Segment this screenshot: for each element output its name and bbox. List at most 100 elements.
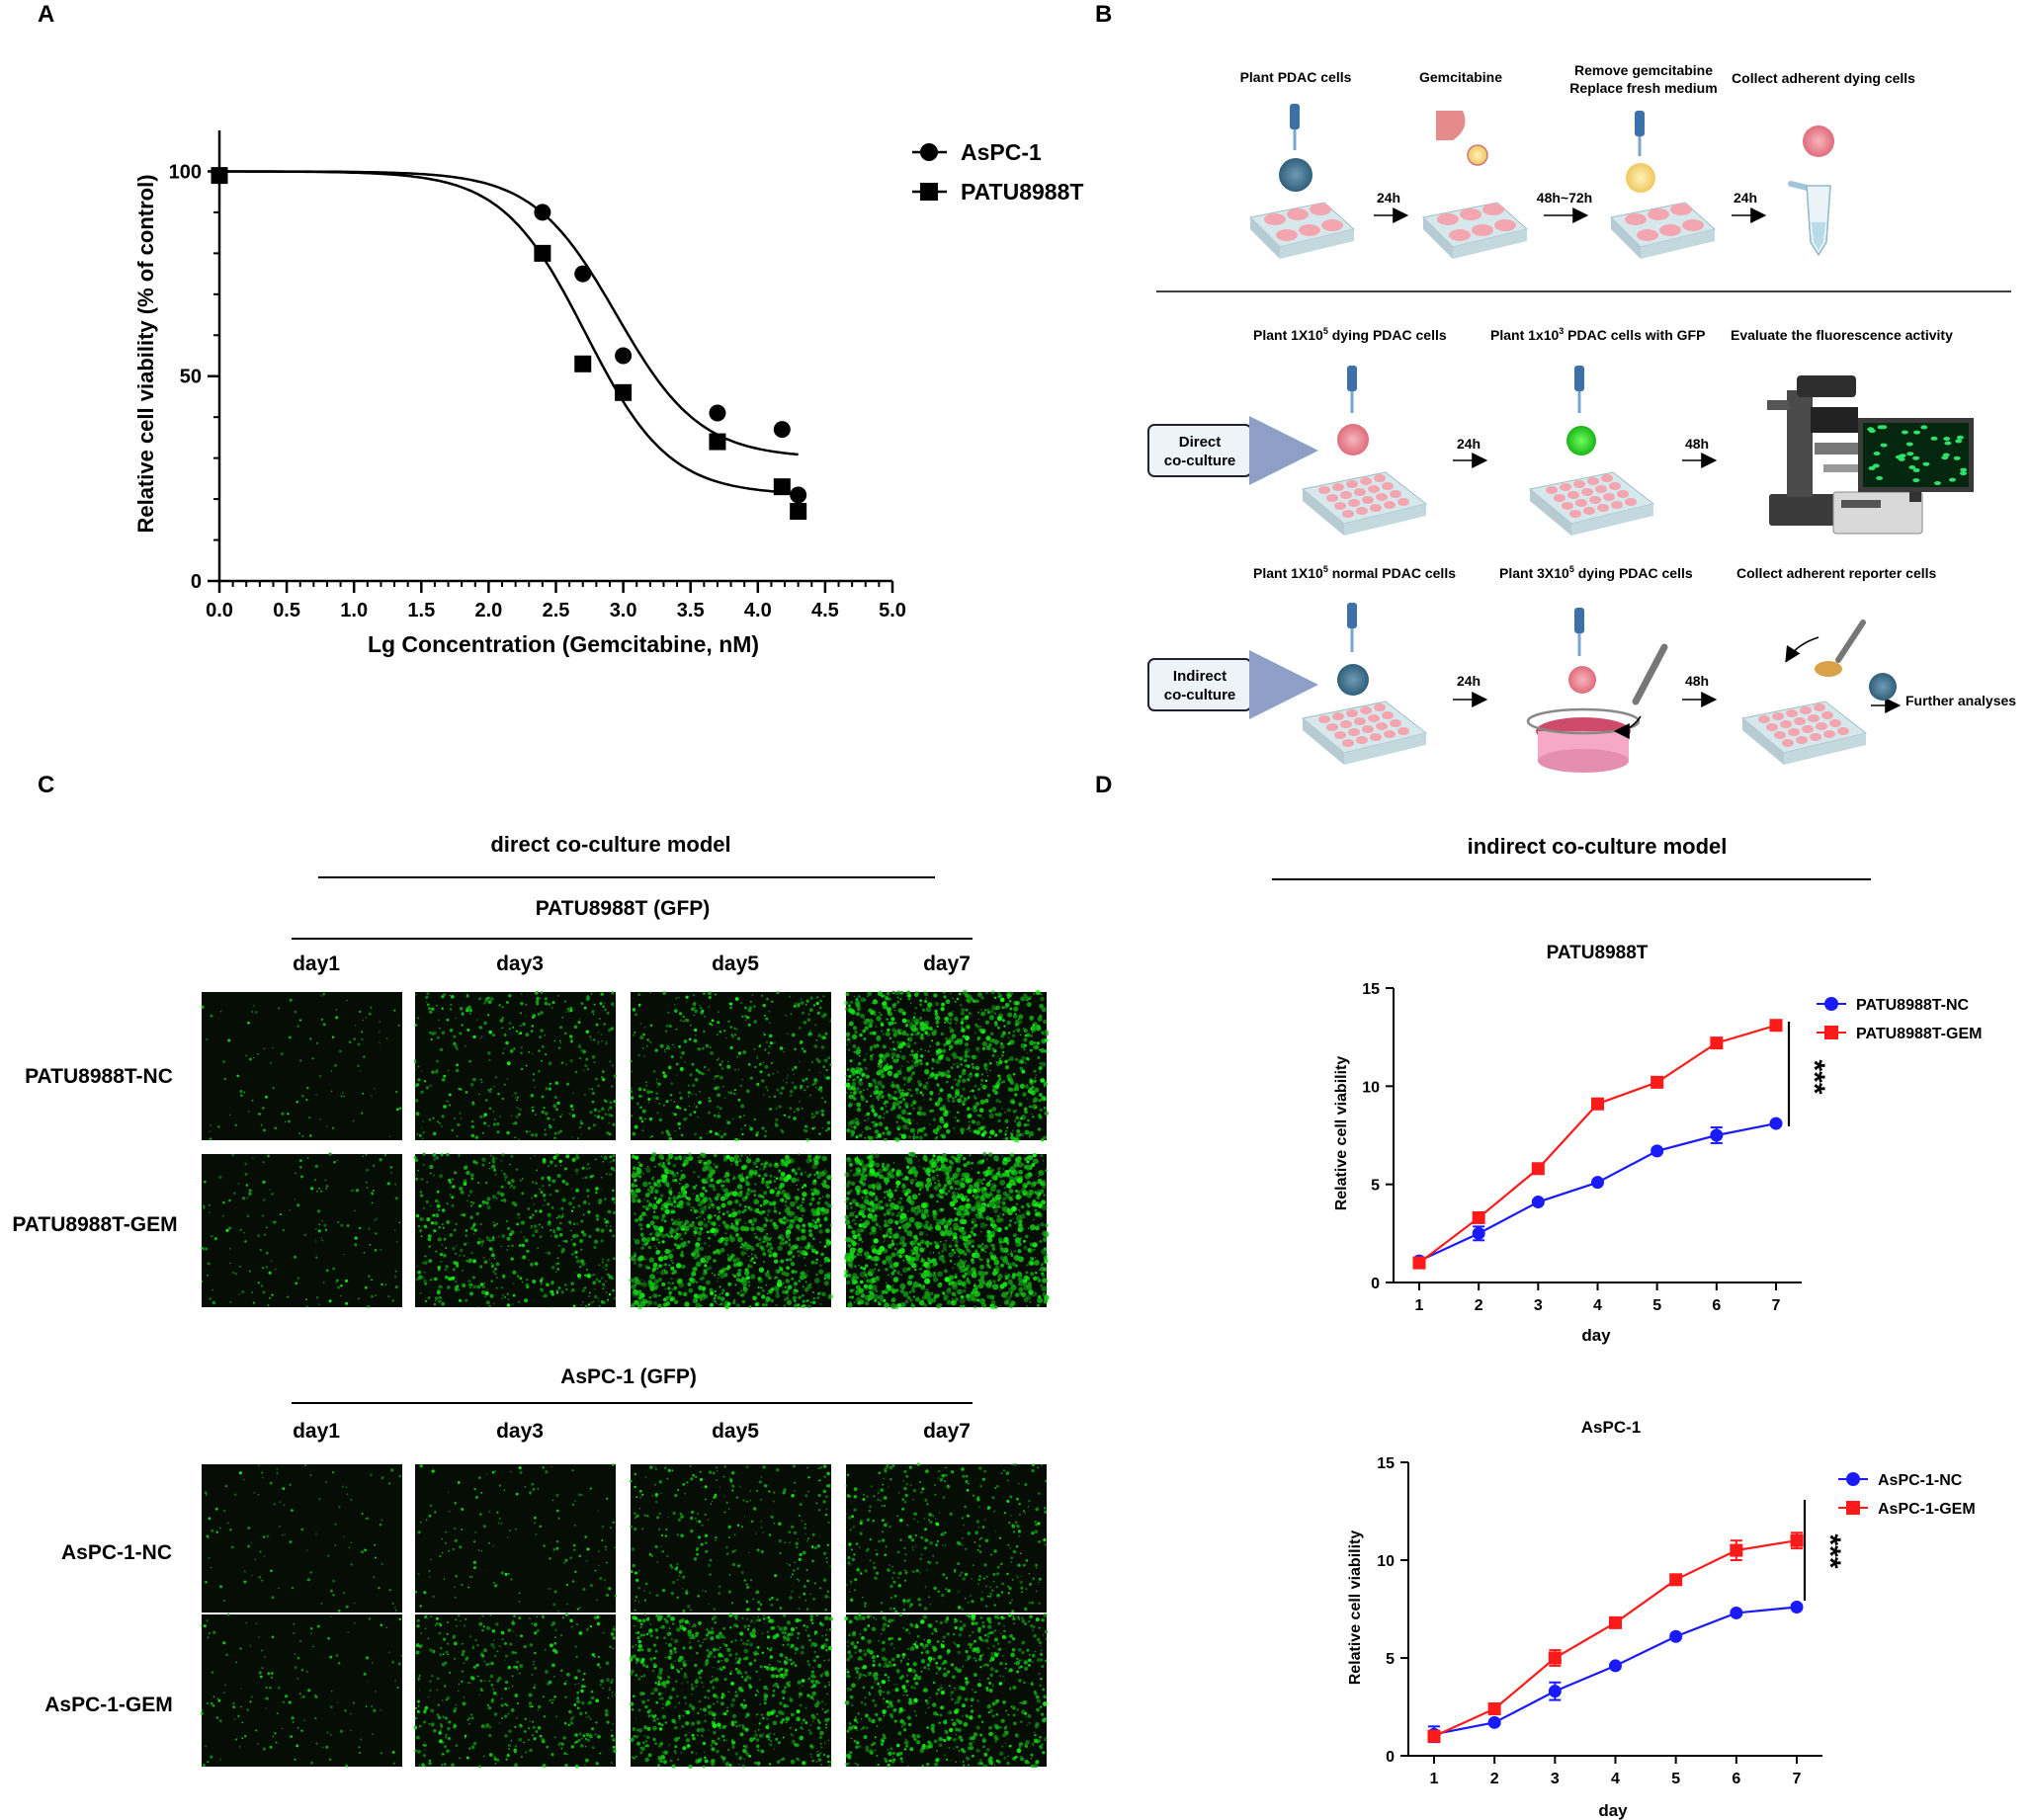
step-plant-gfp: Plant 1x103 PDAC cells with GFP bbox=[1490, 326, 1705, 343]
dose-response-chart: 0.0 0.5 1.0 1.5 2.0 2.5 3.0 3.5 4.0 4.5 5.0050100 … bbox=[133, 130, 1083, 657]
legend-label-aspc-nc: AsPC-1-NC bbox=[1878, 1472, 1963, 1489]
data-point-aspc1 bbox=[790, 486, 807, 504]
group-header-patu: PATU8988T (GFP) bbox=[536, 897, 711, 920]
growth-chart-aspc-legend: AsPC-1-NC AsPC-1-GEM bbox=[1838, 1472, 1976, 1518]
data-point-gem bbox=[1650, 1075, 1664, 1089]
group-header-aspc: AsPC-1 (GFP) bbox=[560, 1365, 697, 1388]
light-source-icon bbox=[1832, 491, 1923, 535]
data-point-nc bbox=[1591, 1176, 1604, 1190]
data-point-nc bbox=[1730, 1606, 1743, 1619]
gfp-cell-icon bbox=[1566, 426, 1596, 455]
fit-curve-patu bbox=[219, 170, 799, 495]
tube-icon bbox=[1788, 181, 1831, 257]
data-point-gem bbox=[1487, 1701, 1501, 1715]
micrograph-aspc-1-nc-day5 bbox=[629, 1464, 832, 1613]
data-point-patu bbox=[773, 478, 791, 496]
growth-chart-patu-axes: 1 2 3 4 5 6 7 0 5 10 15 bbox=[1362, 981, 1802, 1314]
growth-chart-aspc-title: AsPC-1 bbox=[1581, 1418, 1641, 1437]
growth-chart-aspc: AsPC-1 1 2 3 4 5 6 7 0 5 10 15 day Relative cell v… bbox=[1347, 1418, 1976, 1820]
y-tick-label: 15 bbox=[1362, 981, 1380, 998]
dose-response-y-label: Relative cell viability (% of control) bbox=[133, 174, 158, 533]
series-line bbox=[1418, 1024, 1777, 1265]
micrograph-patu8988t-nc-day1 bbox=[201, 992, 402, 1141]
direct-box-line-1: Direct bbox=[1179, 434, 1222, 451]
series-line bbox=[1418, 1122, 1777, 1263]
data-point-patu bbox=[709, 433, 726, 451]
step-collect-reporter: Collect adherent reporter cells bbox=[1736, 565, 1937, 581]
reporter-cell-icon bbox=[1869, 673, 1897, 701]
data-point-aspc1 bbox=[709, 404, 726, 422]
micrograph-aspc-1-nc-day1 bbox=[202, 1464, 402, 1613]
x-tick-label: 5 bbox=[1652, 1297, 1661, 1314]
step-plant-pdac: Plant PDAC cells bbox=[1240, 69, 1352, 85]
micrograph-patu8988t-gem-day7 bbox=[843, 1151, 1050, 1310]
legend-marker-aspc1-circle bbox=[920, 143, 938, 161]
dying-cell-icon bbox=[1568, 666, 1596, 694]
legend-marker-gem bbox=[1824, 1026, 1838, 1039]
data-point-gem bbox=[1548, 1651, 1562, 1665]
dying-cell-icon bbox=[1626, 163, 1655, 193]
panel-label-a: A bbox=[38, 1, 54, 28]
x-tick-label: 4.5 bbox=[811, 600, 839, 621]
microscope-icon bbox=[1767, 375, 1878, 526]
x-tick-label: 2.5 bbox=[543, 600, 570, 621]
dose-response-points bbox=[211, 167, 807, 521]
x-tick-label: 1.5 bbox=[407, 600, 435, 621]
micrograph-patu8988t-gem-day3 bbox=[413, 1152, 617, 1308]
x-tick-label: 5.0 bbox=[879, 600, 906, 621]
growth-chart-patu-y-label: Relative cell viability bbox=[1333, 1056, 1350, 1211]
x-tick-label: 3 bbox=[1551, 1771, 1560, 1787]
pipette-icon bbox=[1347, 366, 1357, 413]
data-point-gem bbox=[1769, 1019, 1783, 1033]
growth-chart-patu-title: PATU8988T bbox=[1547, 943, 1649, 963]
micrograph-aspc-1-nc-day3 bbox=[414, 1462, 618, 1613]
data-point-gem bbox=[1412, 1256, 1426, 1270]
x-tick-label: 1 bbox=[1415, 1297, 1424, 1314]
x-tick-label: 4 bbox=[1593, 1297, 1602, 1314]
data-point-patu bbox=[615, 383, 633, 401]
step-replace-medium: Replace fresh medium bbox=[1569, 80, 1717, 96]
monitor-icon bbox=[1858, 418, 1974, 502]
x-tick-label: 5 bbox=[1671, 1771, 1680, 1787]
pipette-icon bbox=[1574, 608, 1584, 656]
growth-chart-aspc-marks bbox=[1427, 1531, 1804, 1744]
data-point-nc bbox=[1710, 1128, 1724, 1142]
pipette-icon bbox=[1290, 104, 1300, 150]
indirect-coculture-box: Indirect co-culture bbox=[1147, 658, 1252, 711]
dose-response-axes: 0.0 0.5 1.0 1.5 2.0 2.5 3.0 3.5 4.0 4.5 5.0 0 50 100 bbox=[169, 130, 906, 621]
fluorescence-image-grid: direct co-culture model PATU8988T (GFP) … bbox=[12, 832, 1050, 1770]
data-point-gem bbox=[1710, 1036, 1724, 1050]
row-label-aspc-gem: AsPC-1-GEM bbox=[44, 1694, 173, 1716]
data-point-patu bbox=[790, 503, 807, 521]
x-tick-label: 4 bbox=[1611, 1771, 1620, 1787]
step-remove-gemcitabine: Remove gemcitabine bbox=[1574, 62, 1713, 78]
growth-chart-patu-legend: PATU8988T-NC PATU8988T-GEM bbox=[1817, 997, 1982, 1042]
x-tick-label: 4.0 bbox=[744, 600, 772, 621]
y-tick-label: 0 bbox=[1386, 1749, 1395, 1766]
x-tick-label: 1 bbox=[1430, 1771, 1439, 1787]
y-tick-label: 100 bbox=[169, 161, 202, 183]
x-tick-label: 6 bbox=[1732, 1771, 1740, 1787]
pipette-icon bbox=[1635, 111, 1645, 156]
panel-d-title: indirect co-culture model bbox=[1468, 834, 1728, 859]
legend-marker-patu-square bbox=[920, 183, 938, 201]
data-point-gem bbox=[1531, 1162, 1545, 1176]
data-point-patu bbox=[534, 244, 551, 262]
pipette-icon bbox=[1574, 366, 1584, 413]
direct-coculture-box: Direct co-culture bbox=[1147, 424, 1252, 477]
panel-c-title: direct co-culture model bbox=[490, 832, 730, 857]
day-header: day5 bbox=[712, 1420, 759, 1443]
direct-box-line-2: co-culture bbox=[1164, 453, 1236, 469]
y-tick-label: 5 bbox=[1386, 1651, 1395, 1668]
x-tick-label: 7 bbox=[1772, 1297, 1781, 1314]
pdac-cell-icon bbox=[1337, 664, 1369, 696]
data-point-nc bbox=[1548, 1685, 1562, 1698]
panel-label-c: C bbox=[38, 772, 54, 798]
data-point-aspc1 bbox=[574, 265, 592, 283]
six-well-plate-icon bbox=[1609, 202, 1717, 259]
data-point-gem bbox=[1669, 1573, 1683, 1587]
x-tick-label: 7 bbox=[1793, 1771, 1802, 1787]
day-header: day3 bbox=[496, 952, 544, 975]
legend-label-aspc1: AsPC-1 bbox=[961, 139, 1042, 165]
micrograph-aspc-1-gem-day5 bbox=[629, 1613, 834, 1770]
